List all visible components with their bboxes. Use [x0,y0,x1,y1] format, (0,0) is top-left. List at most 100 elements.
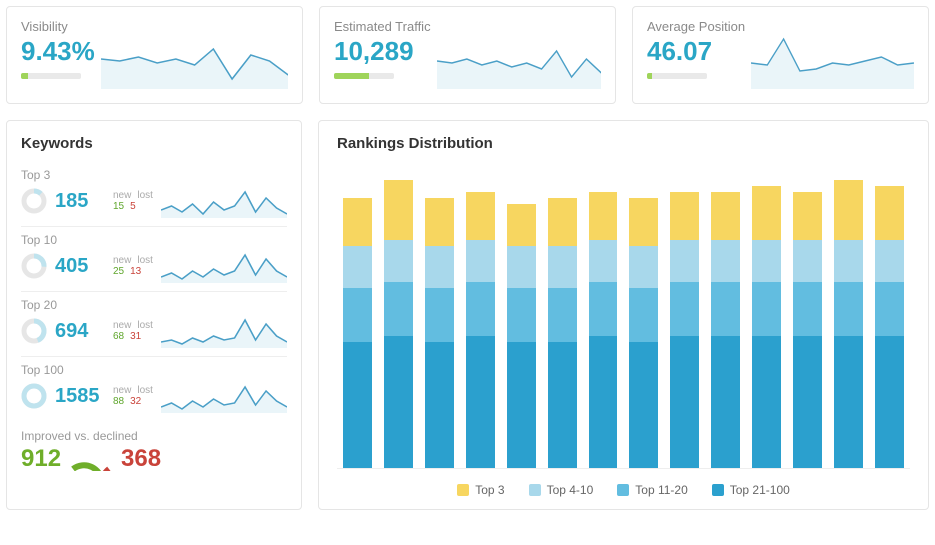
distribution-bar [589,192,618,468]
distribution-bar-segment [425,246,454,288]
metric-label: Visibility [21,19,95,34]
distribution-bar-segment [793,282,822,336]
legend-swatch [712,484,724,496]
distribution-bar [507,204,536,468]
distribution-bar-segment [589,336,618,468]
distribution-title: Rankings Distribution [337,135,910,152]
distribution-bar-segment [589,282,618,336]
metric-value: 46.07 [647,36,745,67]
improved-vs-declined: Improved vs. declined 912 368 [21,421,287,473]
distribution-bar-segment [548,198,577,246]
keyword-new-lost: newlost2513 [113,255,153,277]
keyword-row-top-100: Top 100 1585 newlost8832 [21,357,287,421]
distribution-bar-segment [752,336,781,468]
metric-progress-bar [21,73,81,79]
distribution-bar [711,192,740,468]
ivd-gauge-icon [69,447,113,471]
distribution-bar-segment [711,192,740,240]
distribution-bar-segment [343,198,372,246]
legend-label: Top 3 [475,483,504,497]
metric-sparkline [751,19,914,89]
distribution-bar-segment [670,240,699,282]
distribution-bar-segment [425,342,454,468]
distribution-bar-segment [711,282,740,336]
keyword-new-lost: newlost155 [113,190,153,212]
donut-icon [21,318,47,344]
metric-progress-bar [334,73,394,79]
keyword-count: 1585 [55,385,105,408]
rankings-distribution-card: Rankings Distribution Top 3 Top 4-10 Top 1… [318,120,929,510]
distribution-bar [629,198,658,468]
keyword-row-label: Top 20 [21,298,287,312]
distribution-bar-segment [466,240,495,282]
distribution-bar-segment [466,336,495,468]
distribution-bar [793,192,822,468]
distribution-bar-segment [507,342,536,468]
distribution-bar-segment [548,342,577,468]
distribution-bar [752,186,781,468]
distribution-bar-segment [384,282,413,336]
keyword-count: 405 [55,255,105,278]
distribution-bar-segment [629,198,658,246]
keyword-row-label: Top 100 [21,363,287,377]
metric-value: 10,289 [334,36,431,67]
keyword-count: 694 [55,320,105,343]
legend-label: Top 21-100 [730,483,790,497]
keyword-count: 185 [55,190,105,213]
distribution-bar-segment [425,288,454,342]
keyword-sparkline [161,184,287,218]
distribution-bar-segment [875,240,904,282]
keywords-card: Keywords Top 3185newlost155Top 10405newl… [6,120,302,510]
distribution-legend: Top 3 Top 4-10 Top 11-20 Top 21-100 [337,479,910,499]
legend-swatch [617,484,629,496]
distribution-bar-segment [875,186,904,240]
distribution-bar-segment [425,198,454,246]
distribution-bar [875,186,904,468]
distribution-bar-segment [875,336,904,468]
keyword-sparkline [161,314,287,348]
distribution-bar-segment [466,282,495,336]
keyword-new-lost: newlost8832 [113,385,153,407]
metric-value: 9.43% [21,36,95,67]
distribution-bar-segment [793,192,822,240]
distribution-bar-segment [670,192,699,240]
distribution-bar-segment [670,282,699,336]
distribution-bar [834,180,863,468]
keyword-row-label: Top 3 [21,168,287,182]
distribution-bar-segment [711,240,740,282]
distribution-bar-segment [752,186,781,240]
ivd-label: Improved vs. declined [21,429,287,443]
keyword-new-lost: newlost6831 [113,320,153,342]
legend-item: Top 3 [457,483,504,497]
distribution-bar-segment [507,204,536,246]
distribution-bar-segment [384,180,413,240]
distribution-bar-segment [752,282,781,336]
metric-label: Estimated Traffic [334,19,431,34]
distribution-bar-segment [834,336,863,468]
legend-label: Top 11-20 [635,483,687,497]
distribution-bar-segment [384,240,413,282]
ivd-declined-value: 368 [121,445,161,473]
metric-card-average-position: Average Position46.07 [632,6,929,104]
distribution-bar-segment [548,288,577,342]
distribution-bar-segment [384,336,413,468]
keywords-title: Keywords [21,135,287,152]
donut-icon [21,188,47,214]
distribution-bar-segment [343,288,372,342]
ivd-improved-value: 912 [21,445,61,473]
bottom-row: Keywords Top 3185newlost155Top 10405newl… [6,120,929,510]
distribution-bar-segment [589,240,618,282]
distribution-bar [670,192,699,468]
keyword-sparkline [161,249,287,283]
distribution-bar-segment [466,192,495,240]
legend-item: Top 21-100 [712,483,790,497]
distribution-bar-segment [834,282,863,336]
legend-swatch [457,484,469,496]
distribution-bar-segment [834,180,863,240]
distribution-bar-segment [752,240,781,282]
distribution-bar-segment [507,288,536,342]
metric-sparkline [437,19,601,89]
keyword-row-top-3: Top 3 185 newlost155 [21,162,287,227]
distribution-bar [384,180,413,468]
legend-label: Top 4-10 [547,483,594,497]
